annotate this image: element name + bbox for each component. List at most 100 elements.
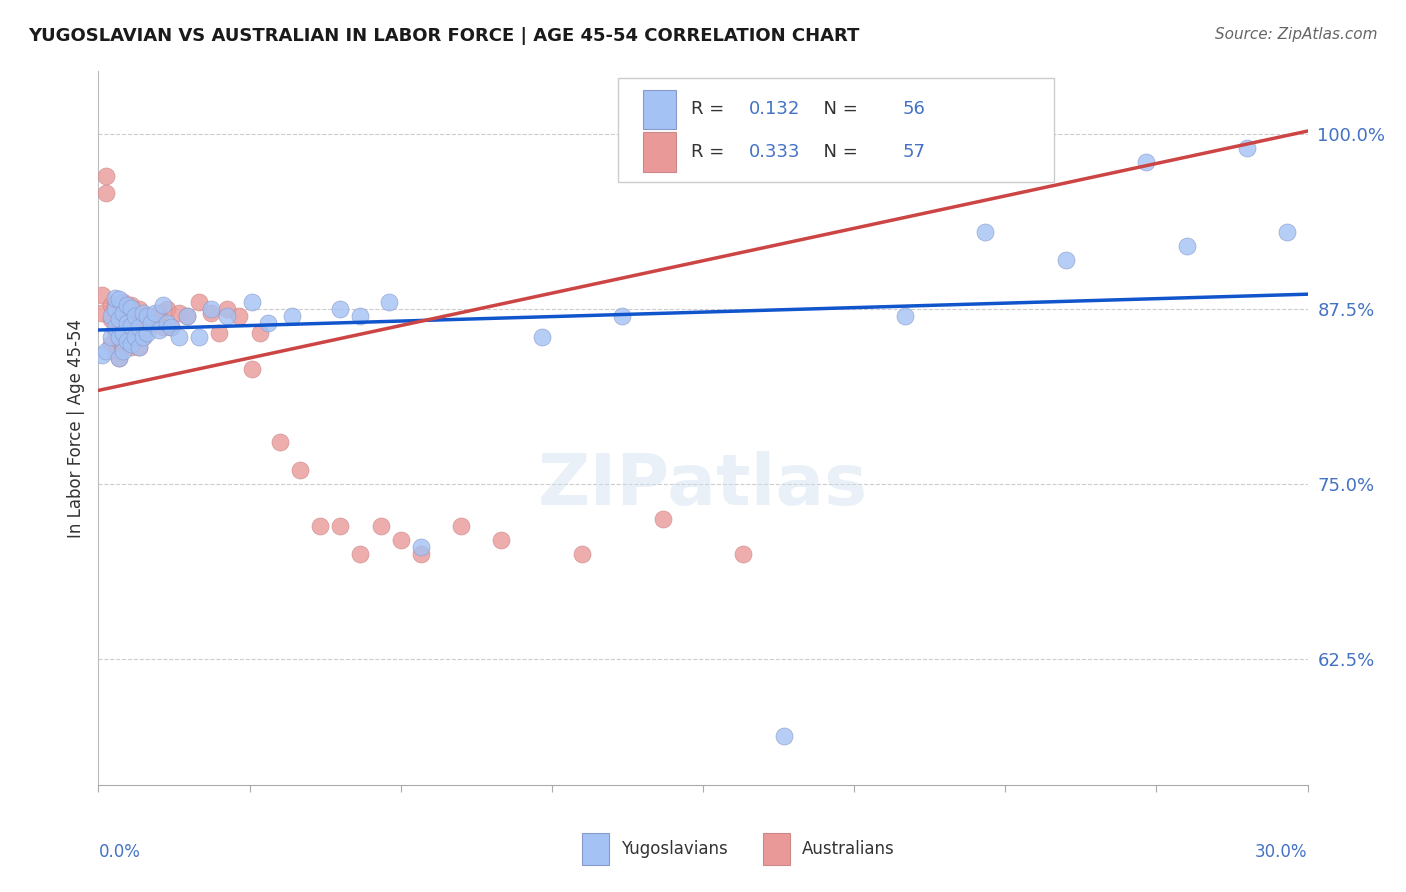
- Text: 57: 57: [903, 143, 925, 161]
- Point: [103, 291, 125, 305]
- Text: Yugoslavians: Yugoslavians: [621, 840, 727, 858]
- Point: [240, 362, 263, 376]
- FancyBboxPatch shape: [582, 833, 609, 865]
- Point: [176, 310, 198, 324]
- Point: [135, 310, 157, 324]
- Point: [100, 330, 122, 344]
- Point: [148, 306, 170, 320]
- Point: [120, 340, 142, 354]
- Point: [91, 288, 114, 302]
- Point: [893, 310, 915, 324]
- Point: [115, 330, 138, 344]
- Point: [96, 344, 118, 359]
- Point: [217, 302, 239, 317]
- Point: [115, 316, 138, 330]
- Point: [491, 533, 513, 547]
- Point: [1236, 141, 1258, 155]
- Text: 0.0%: 0.0%: [98, 843, 141, 861]
- Point: [156, 302, 179, 317]
- Point: [188, 330, 211, 344]
- Point: [132, 306, 155, 320]
- Point: [160, 320, 183, 334]
- Point: [1054, 253, 1077, 268]
- Point: [107, 312, 129, 326]
- Point: [200, 306, 222, 320]
- Point: [228, 310, 250, 324]
- FancyBboxPatch shape: [643, 132, 676, 171]
- Point: [349, 310, 371, 324]
- Text: Australians: Australians: [803, 840, 894, 858]
- Point: [107, 310, 129, 324]
- Point: [1175, 239, 1198, 253]
- Point: [111, 326, 134, 340]
- Point: [143, 306, 166, 320]
- Point: [309, 519, 332, 533]
- Point: [377, 295, 399, 310]
- Point: [288, 463, 311, 477]
- Text: 0.132: 0.132: [749, 100, 800, 118]
- Point: [111, 306, 134, 320]
- Point: [132, 310, 155, 324]
- Point: [124, 310, 146, 324]
- Point: [450, 519, 472, 533]
- Text: 30.0%: 30.0%: [1256, 843, 1308, 861]
- Text: N =: N =: [811, 100, 863, 118]
- Point: [120, 301, 142, 315]
- Point: [124, 330, 146, 344]
- Point: [329, 519, 352, 533]
- Point: [111, 316, 134, 330]
- Point: [167, 330, 190, 344]
- Point: [651, 512, 673, 526]
- Point: [128, 320, 150, 334]
- Point: [107, 330, 129, 344]
- Point: [772, 729, 794, 743]
- Point: [349, 547, 371, 561]
- Text: R =: R =: [690, 100, 730, 118]
- Point: [91, 348, 114, 362]
- Point: [139, 316, 162, 330]
- Point: [160, 320, 183, 334]
- Point: [143, 316, 166, 330]
- Point: [115, 298, 138, 312]
- Point: [188, 295, 211, 310]
- Point: [120, 298, 142, 312]
- Point: [281, 310, 304, 324]
- Point: [389, 533, 412, 547]
- Point: [329, 302, 352, 317]
- Point: [156, 316, 179, 330]
- Point: [103, 298, 125, 312]
- Text: ZIPatlas: ZIPatlas: [538, 450, 868, 520]
- Point: [733, 547, 755, 561]
- Text: R =: R =: [690, 143, 730, 161]
- Point: [152, 298, 174, 312]
- Text: YUGOSLAVIAN VS AUSTRALIAN IN LABOR FORCE | AGE 45-54 CORRELATION CHART: YUGOSLAVIAN VS AUSTRALIAN IN LABOR FORCE…: [28, 27, 859, 45]
- Point: [107, 293, 129, 307]
- Point: [571, 547, 593, 561]
- Point: [240, 295, 263, 310]
- Point: [370, 519, 392, 533]
- Point: [132, 330, 155, 344]
- Point: [96, 186, 118, 200]
- Point: [256, 316, 278, 330]
- Point: [148, 323, 170, 337]
- Point: [100, 337, 122, 351]
- Point: [409, 547, 432, 561]
- Y-axis label: In Labor Force | Age 45-54: In Labor Force | Age 45-54: [66, 318, 84, 538]
- Point: [111, 337, 134, 351]
- Point: [128, 340, 150, 354]
- Point: [100, 298, 122, 312]
- Point: [107, 351, 129, 366]
- Point: [217, 310, 239, 324]
- Point: [96, 169, 118, 184]
- Point: [176, 310, 198, 324]
- Point: [103, 323, 125, 337]
- Text: 0.333: 0.333: [749, 143, 800, 161]
- Point: [135, 326, 157, 340]
- Point: [103, 344, 125, 359]
- FancyBboxPatch shape: [643, 89, 676, 128]
- Point: [115, 334, 138, 349]
- Point: [1277, 225, 1299, 239]
- Point: [120, 337, 142, 351]
- Point: [128, 302, 150, 317]
- FancyBboxPatch shape: [763, 833, 790, 865]
